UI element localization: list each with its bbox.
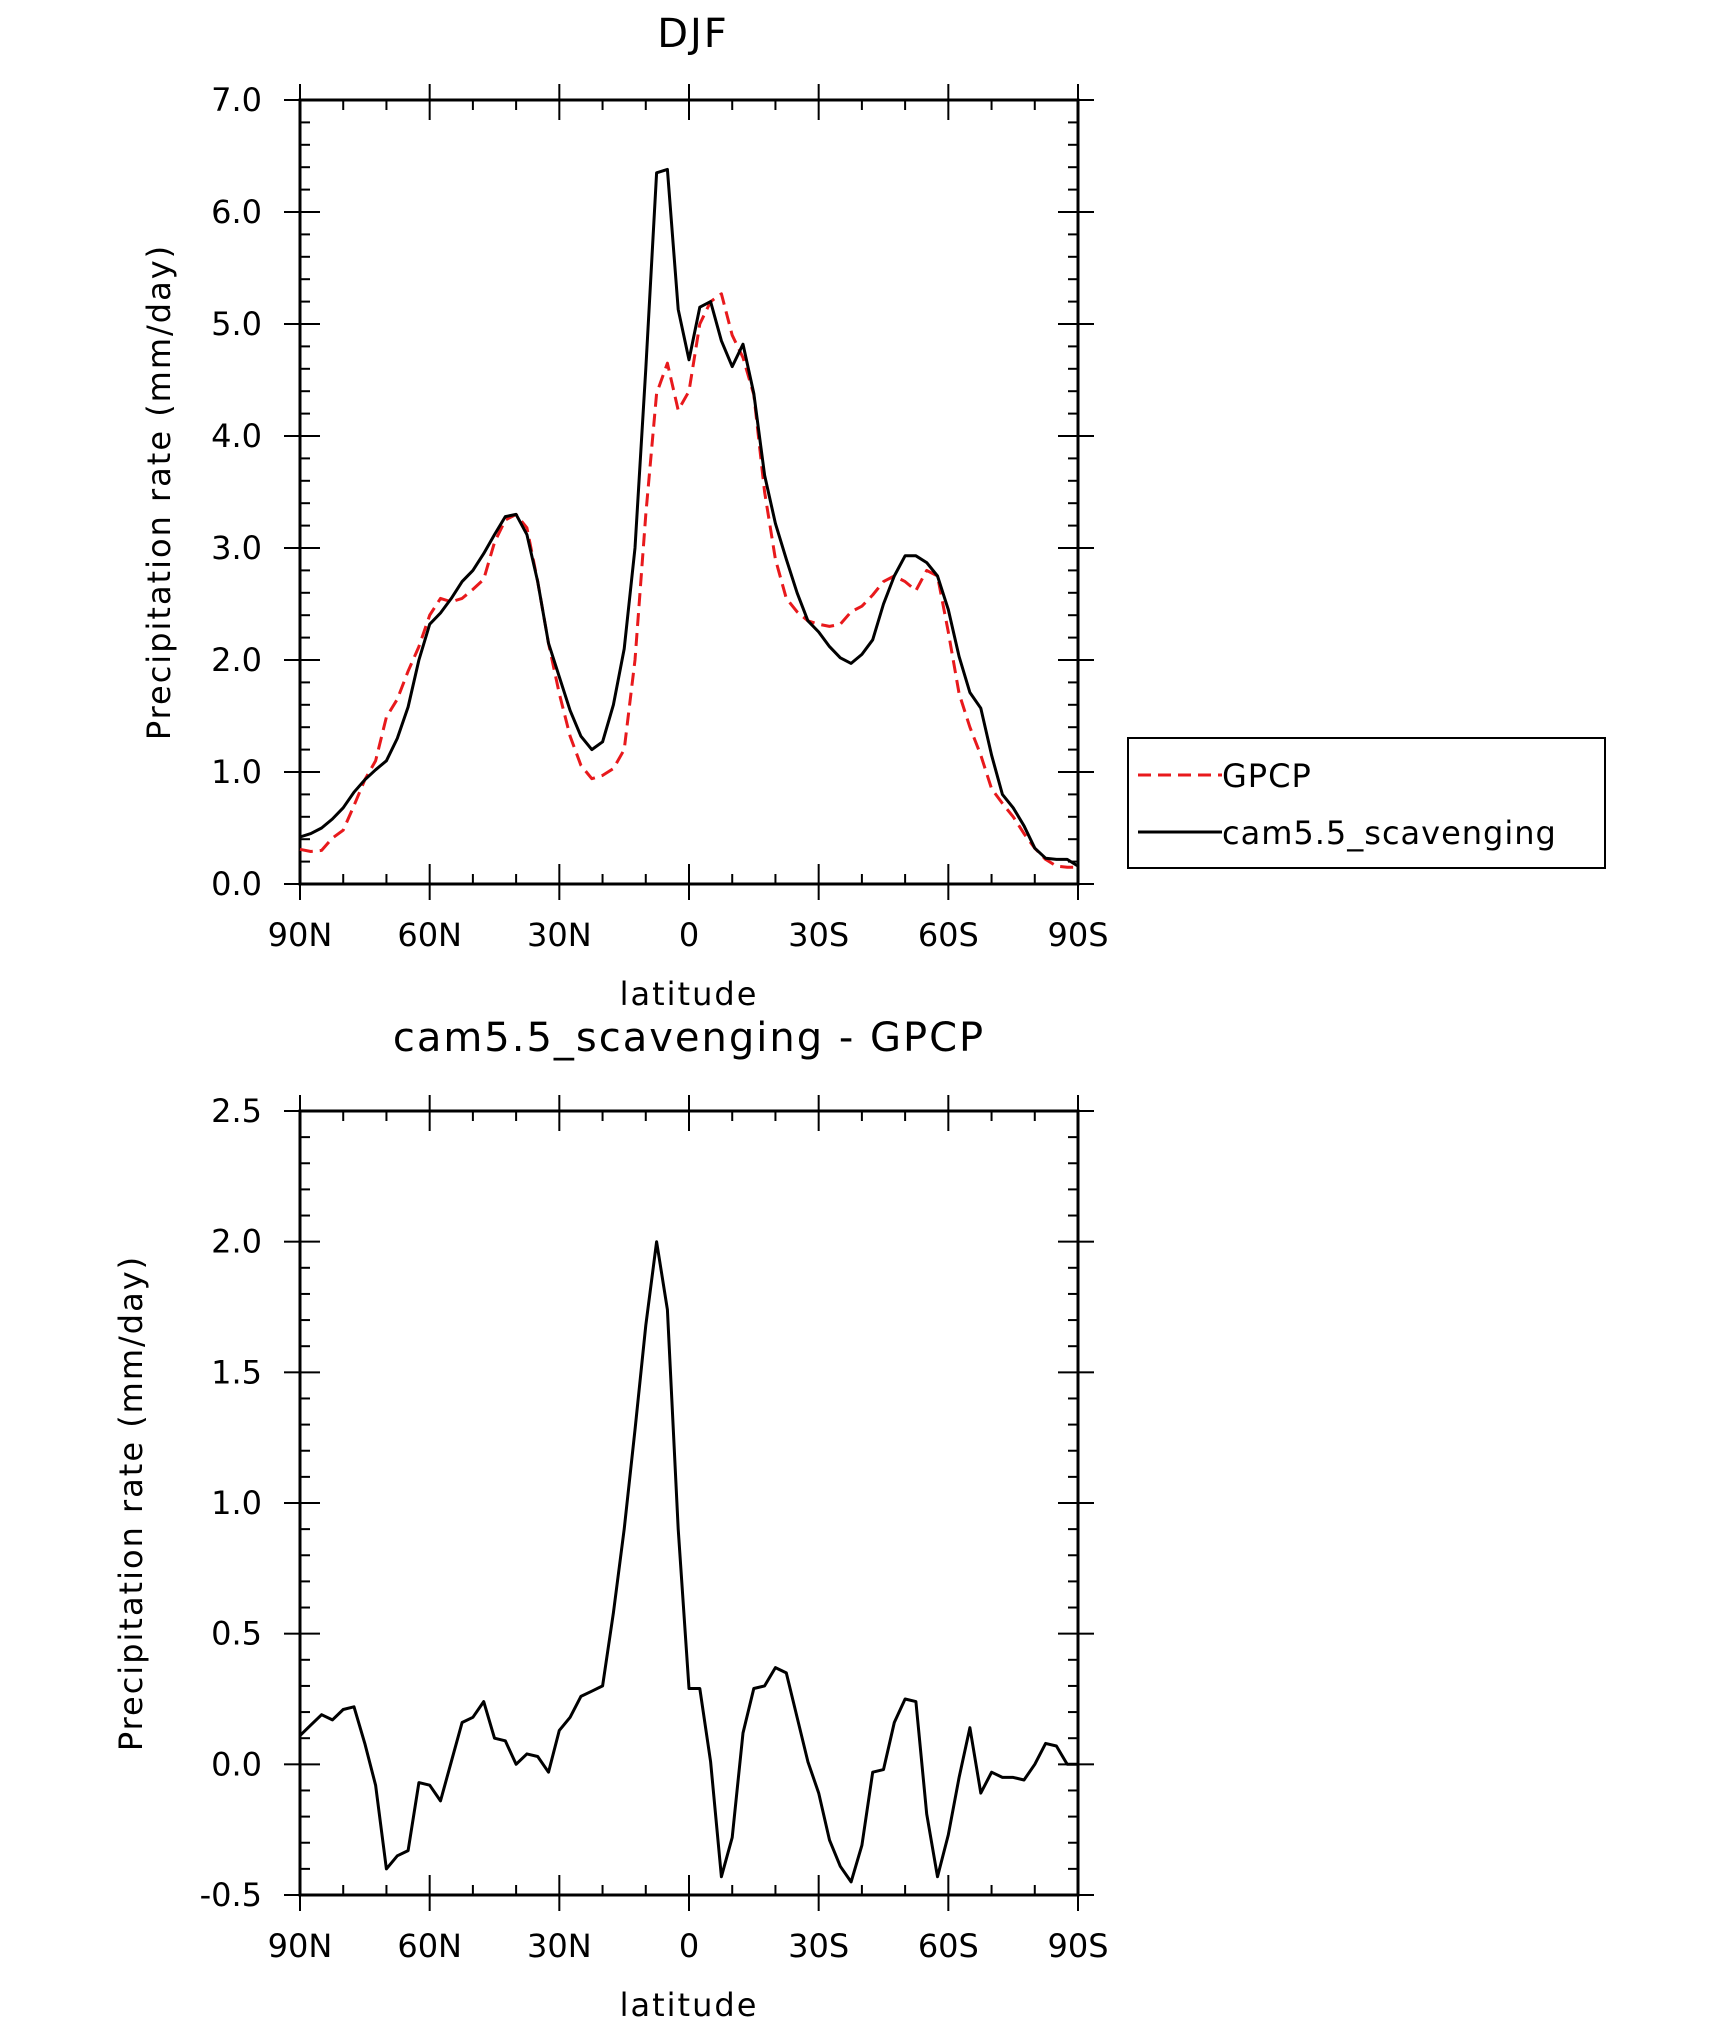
y-tick-label: 0.0	[211, 865, 262, 903]
top-chart-series-lines	[299, 167, 1079, 869]
x-tick-label: 60N	[397, 1927, 462, 1965]
legend-box	[1127, 737, 1606, 869]
x-tick-label: 0	[679, 916, 699, 954]
x-tick-label: 90N	[268, 916, 333, 954]
y-tick-label: 1.0	[211, 1484, 262, 1522]
y-tick-label: 0.0	[211, 1745, 262, 1783]
series-line-0	[299, 292, 1078, 869]
x-tick-label: 90S	[1047, 916, 1108, 954]
x-tick-label: 60S	[918, 916, 979, 954]
y-tick-label: 2.5	[211, 1092, 262, 1130]
top-chart-x-axis-label: latitude	[620, 975, 759, 1013]
y-tick-label: 0.5	[211, 1615, 262, 1653]
x-tick-label: 0	[679, 1927, 699, 1965]
x-tick-label: 60N	[397, 916, 462, 954]
bottom-chart-x-axis-label: latitude	[620, 1986, 759, 2021]
y-tick-label: 6.0	[211, 193, 262, 231]
x-tick-label: 30N	[527, 916, 592, 954]
series-line-0	[298, 1240, 1078, 1884]
y-tick-label: 3.0	[211, 529, 262, 567]
series-line-1	[299, 167, 1079, 868]
y-tick-label: 7.0	[211, 81, 262, 119]
y-tick-label: 2.0	[211, 1223, 262, 1261]
bottom-chart-ticks	[284, 1095, 1094, 1911]
x-tick-label: 90N	[268, 1927, 333, 1965]
x-tick-label: 30S	[788, 916, 849, 954]
bottom-chart-y-tick-labels: -0.5 0.0 0.5 1.0 1.5 2.0 2.5	[200, 1092, 262, 1914]
y-tick-label: 5.0	[211, 305, 262, 343]
y-tick-label: 1.5	[211, 1353, 262, 1391]
top-chart-ticks	[284, 84, 1094, 900]
bottom-chart-title: cam5.5_scavenging - GPCP	[393, 1015, 985, 1061]
bottom-chart-series-lines	[298, 1240, 1078, 1884]
top-chart-title: DJF	[657, 11, 729, 57]
x-tick-label: 60S	[918, 1927, 979, 1965]
bottom-chart-y-axis-label: Precipitation rate (mm/day)	[112, 1255, 150, 1751]
bottom-chart-x-tick-labels: 90N 60N 30N 0 30S 60S 90S	[268, 1927, 1109, 1965]
y-tick-label: 2.0	[211, 641, 262, 679]
legend-label-gpcp: GPCP	[1222, 757, 1312, 795]
top-chart-y-axis-label: Precipitation rate (mm/day)	[140, 244, 178, 740]
y-tick-label: 4.0	[211, 417, 262, 455]
y-tick-label: -0.5	[200, 1876, 262, 1914]
top-chart-panel: DJF 90N 60N 30N 0 30S 60S 90S 0.0 1.0 2.0 3.0 4.0 5…	[140, 11, 1109, 1013]
x-tick-label: 30N	[527, 1927, 592, 1965]
top-chart-plot-frame	[298, 98, 1080, 886]
bottom-chart-plot-frame	[298, 1109, 1080, 1897]
bottom-chart-panel: cam5.5_scavenging - GPCP 90N 60N 30N 0 30S 60…	[112, 1015, 1109, 2021]
x-tick-label: 90S	[1047, 1927, 1108, 1965]
top-chart-x-tick-labels: 90N 60N 30N 0 30S 60S 90S	[268, 916, 1109, 954]
x-tick-label: 30S	[788, 1927, 849, 1965]
legend-label-cam: cam5.5_scavenging	[1222, 814, 1557, 852]
top-chart-y-tick-labels: 0.0 1.0 2.0 3.0 4.0 5.0 6.0 7.0	[211, 81, 262, 903]
y-tick-label: 1.0	[211, 753, 262, 791]
top-chart-legend: GPCP cam5.5_scavenging	[1127, 737, 1606, 869]
